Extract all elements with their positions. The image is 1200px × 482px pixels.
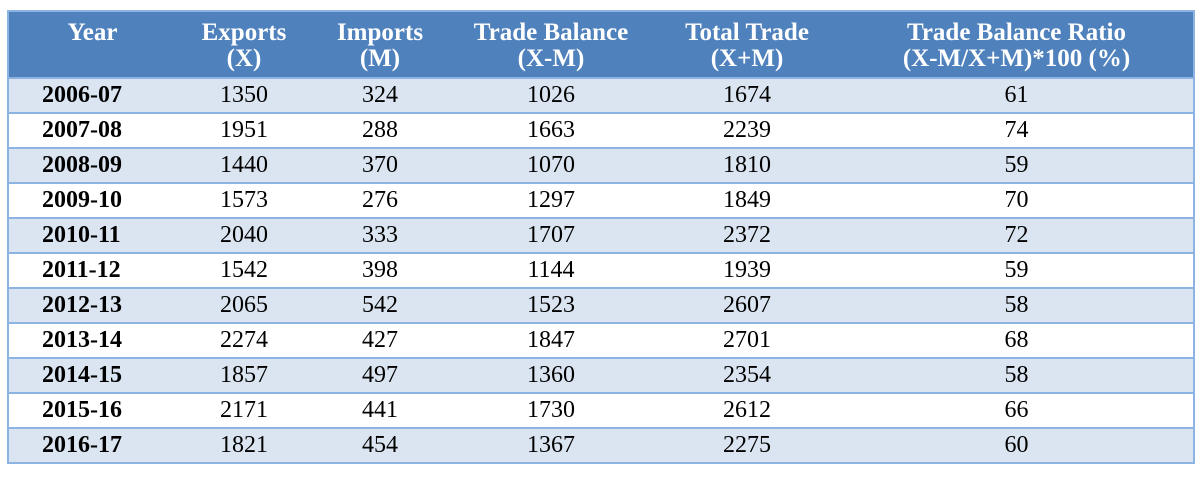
table-header: Year Exports (X) Imports (M) Trade Balan… xyxy=(8,11,1194,78)
cell-trade-balance-ratio: 72 xyxy=(840,218,1194,254)
cell-exports: 1573 xyxy=(176,183,312,219)
cell-total-trade: 2275 xyxy=(654,428,840,464)
header-trade-balance-sub: (X-M) xyxy=(517,45,585,72)
cell-exports: 2274 xyxy=(176,323,312,359)
cell-year: 2007-08 xyxy=(8,113,176,149)
cell-trade-balance: 1070 xyxy=(448,148,654,184)
header-trade-balance-ratio-sub: (X-M/X+M)*100 (%) xyxy=(902,45,1131,72)
cell-imports: 370 xyxy=(312,148,448,184)
cell-imports: 398 xyxy=(312,253,448,289)
cell-total-trade: 2607 xyxy=(654,288,840,324)
cell-total-trade: 2372 xyxy=(654,218,840,254)
table-row: 2006-07 1350 324 1026 1674 61 xyxy=(8,77,1194,114)
cell-year: 2013-14 xyxy=(8,323,176,359)
cell-trade-balance: 1847 xyxy=(448,323,654,359)
table-body: 2006-07 1350 324 1026 1674 61 2007-08 1951 288 16… xyxy=(8,77,1194,464)
cell-imports: 542 xyxy=(312,288,448,324)
cell-trade-balance-ratio: 74 xyxy=(840,113,1194,149)
table-row: 2015-16 2171 441 1730 2612 66 xyxy=(8,393,1194,429)
cell-trade-balance-ratio: 70 xyxy=(840,183,1194,219)
cell-imports: 288 xyxy=(312,113,448,149)
header-trade-balance: Trade Balance (X-M) xyxy=(448,11,654,78)
table-row: 2016-17 1821 454 1367 2275 60 xyxy=(8,428,1194,464)
table-row: 2014-15 1857 497 1360 2354 58 xyxy=(8,358,1194,394)
cell-trade-balance-ratio: 59 xyxy=(840,253,1194,289)
table-row: 2010-11 2040 333 1707 2372 72 xyxy=(8,218,1194,254)
cell-year: 2009-10 xyxy=(8,183,176,219)
table-row: 2007-08 1951 288 1663 2239 74 xyxy=(8,113,1194,149)
table-row: 2008-09 1440 370 1070 1810 59 xyxy=(8,148,1194,184)
header-imports: Imports (M) xyxy=(312,11,448,78)
table-row: 2013-14 2274 427 1847 2701 68 xyxy=(8,323,1194,359)
cell-trade-balance-ratio: 66 xyxy=(840,393,1194,429)
cell-trade-balance-ratio: 60 xyxy=(840,428,1194,464)
cell-imports: 333 xyxy=(312,218,448,254)
cell-imports: 454 xyxy=(312,428,448,464)
cell-trade-balance: 1367 xyxy=(448,428,654,464)
header-year-label: Year xyxy=(67,19,118,46)
header-trade-balance-ratio-label: Trade Balance Ratio xyxy=(907,19,1126,46)
cell-exports: 1542 xyxy=(176,253,312,289)
table-row: 2009-10 1573 276 1297 1849 70 xyxy=(8,183,1194,219)
cell-total-trade: 2701 xyxy=(654,323,840,359)
cell-year: 2016-17 xyxy=(8,428,176,464)
cell-imports: 441 xyxy=(312,393,448,429)
cell-trade-balance-ratio: 58 xyxy=(840,358,1194,394)
cell-trade-balance: 1144 xyxy=(448,253,654,289)
cell-total-trade: 1939 xyxy=(654,253,840,289)
header-year: Year xyxy=(8,11,176,78)
header-trade-balance-ratio: Trade Balance Ratio (X-M/X+M)*100 (%) xyxy=(840,11,1194,78)
header-exports-label: Exports xyxy=(201,19,287,46)
cell-total-trade: 2239 xyxy=(654,113,840,149)
header-exports: Exports (X) xyxy=(176,11,312,78)
header-trade-balance-label: Trade Balance xyxy=(473,19,629,46)
cell-exports: 1951 xyxy=(176,113,312,149)
cell-year: 2006-07 xyxy=(8,77,176,114)
cell-trade-balance: 1297 xyxy=(448,183,654,219)
header-total-trade-sub: (X+M) xyxy=(710,45,784,72)
cell-trade-balance: 1707 xyxy=(448,218,654,254)
table-row: 2012-13 2065 542 1523 2607 58 xyxy=(8,288,1194,324)
cell-trade-balance-ratio: 68 xyxy=(840,323,1194,359)
cell-year: 2008-09 xyxy=(8,148,176,184)
cell-exports: 1857 xyxy=(176,358,312,394)
cell-year: 2010-11 xyxy=(8,218,176,254)
cell-year: 2011-12 xyxy=(8,253,176,289)
cell-trade-balance-ratio: 61 xyxy=(840,77,1194,114)
cell-imports: 324 xyxy=(312,77,448,114)
cell-imports: 276 xyxy=(312,183,448,219)
cell-imports: 497 xyxy=(312,358,448,394)
cell-exports: 2040 xyxy=(176,218,312,254)
header-total-trade-label: Total Trade xyxy=(685,19,809,46)
cell-trade-balance: 1360 xyxy=(448,358,654,394)
cell-exports: 2065 xyxy=(176,288,312,324)
cell-exports: 1821 xyxy=(176,428,312,464)
cell-total-trade: 2354 xyxy=(654,358,840,394)
header-total-trade: Total Trade (X+M) xyxy=(654,11,840,78)
cell-exports: 2171 xyxy=(176,393,312,429)
cell-total-trade: 2612 xyxy=(654,393,840,429)
cell-year: 2012-13 xyxy=(8,288,176,324)
cell-trade-balance: 1026 xyxy=(448,77,654,114)
trade-table: Year Exports (X) Imports (M) Trade Balan… xyxy=(7,10,1195,464)
cell-exports: 1350 xyxy=(176,77,312,114)
cell-total-trade: 1674 xyxy=(654,77,840,114)
cell-trade-balance-ratio: 59 xyxy=(840,148,1194,184)
header-exports-sub: (X) xyxy=(226,45,262,72)
cell-trade-balance: 1663 xyxy=(448,113,654,149)
trade-table-container: Year Exports (X) Imports (M) Trade Balan… xyxy=(7,10,1195,464)
cell-imports: 427 xyxy=(312,323,448,359)
cell-year: 2015-16 xyxy=(8,393,176,429)
cell-trade-balance: 1523 xyxy=(448,288,654,324)
cell-trade-balance-ratio: 58 xyxy=(840,288,1194,324)
cell-exports: 1440 xyxy=(176,148,312,184)
header-imports-sub: (M) xyxy=(359,45,401,72)
cell-total-trade: 1849 xyxy=(654,183,840,219)
header-imports-label: Imports xyxy=(336,19,424,46)
cell-total-trade: 1810 xyxy=(654,148,840,184)
table-row: 2011-12 1542 398 1144 1939 59 xyxy=(8,253,1194,289)
cell-year: 2014-15 xyxy=(8,358,176,394)
cell-trade-balance: 1730 xyxy=(448,393,654,429)
header-row: Year Exports (X) Imports (M) Trade Balan… xyxy=(8,11,1194,78)
